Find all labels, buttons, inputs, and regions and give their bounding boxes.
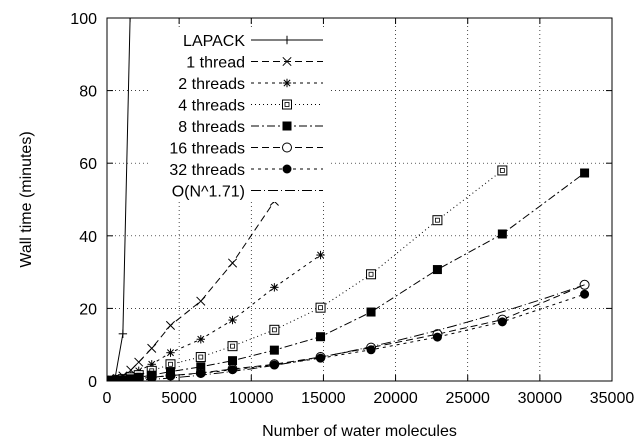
marker-circle-filled: [316, 353, 326, 363]
series-line: [107, 18, 131, 381]
legend: LAPACK 1 thread 2 threads 4 threads 8 thread…: [169, 33, 323, 201]
legend-label: 16 threads: [169, 141, 245, 158]
series-line: [112, 293, 585, 381]
plot-frame: [106, 17, 613, 382]
marker-square-open: [366, 269, 377, 280]
legend-background: [150, 28, 330, 202]
marker-circle-filled: [580, 289, 590, 299]
marker-square-open: [195, 352, 206, 363]
marker-square-open-inner: [435, 217, 440, 223]
x-tick-label: 10000: [229, 390, 274, 407]
marker-asterisk: [270, 283, 278, 291]
legend-label: O(N^1.71): [172, 184, 245, 201]
marker-square-open: [269, 324, 280, 335]
series-6: [107, 289, 590, 381]
marker-square-open: [497, 165, 508, 176]
marker-square-open-inner: [284, 102, 290, 107]
marker-square-filled: [228, 356, 238, 366]
y-axis-label: Wall time (minutes): [18, 131, 35, 267]
marker-square-filled: [432, 265, 442, 275]
legend-label: 1 thread: [186, 55, 245, 72]
y-tick-label: 60: [79, 156, 97, 173]
marker-square-open: [315, 302, 326, 313]
legend-label: 2 threads: [178, 76, 245, 93]
marker-square-open-inner: [318, 305, 323, 311]
legend-label: 8 threads: [178, 119, 245, 136]
marker-circle-filled: [134, 373, 144, 381]
marker-x: [147, 343, 157, 353]
marker-circle-filled: [497, 317, 507, 327]
y-tick-label: 80: [79, 84, 97, 101]
marker-square-filled: [269, 345, 279, 355]
marker-square-filled: [316, 332, 326, 342]
marker-asterisk: [317, 251, 325, 259]
marker-x: [165, 320, 176, 331]
ticks: 0 5000 10000 15000 20000 25000 30000 35000 0 20 40…: [70, 11, 634, 407]
series-line: [112, 284, 585, 381]
marker-circle-filled: [269, 360, 279, 370]
marker-x: [196, 296, 206, 306]
marker-square-open-inner: [230, 343, 235, 349]
marker-square-open: [432, 215, 443, 226]
y-tick-label: 40: [79, 229, 97, 246]
y-tick-label: 0: [88, 374, 97, 391]
marker-square-open-inner: [198, 354, 204, 360]
marker-circle-filled: [282, 164, 292, 174]
y-tick-label: 20: [79, 301, 97, 318]
x-tick-label: 0: [103, 390, 112, 407]
x-tick-label: 15000: [301, 390, 346, 407]
series-line: [112, 172, 585, 381]
marker-square-filled: [366, 307, 376, 317]
marker-circle-filled: [196, 368, 206, 378]
marker-circle-filled: [432, 332, 442, 342]
legend-label: 4 threads: [178, 98, 245, 115]
marker-x: [227, 258, 238, 268]
series-7: [112, 284, 585, 381]
marker-square-open-inner: [271, 327, 277, 333]
marker-circle-filled: [126, 375, 136, 381]
series-5: [107, 279, 590, 381]
axes: [106, 17, 613, 382]
marker-asterisk: [229, 316, 237, 324]
marker-asterisk: [166, 349, 174, 357]
x-tick-label: 30000: [518, 390, 563, 407]
y-tick-label: 100: [70, 11, 97, 28]
legend-label: 32 threads: [169, 162, 245, 179]
legend-label: LAPACK: [183, 33, 245, 50]
marker-square-filled: [196, 362, 206, 372]
series-group: [107, 18, 590, 381]
marker-x: [282, 56, 292, 67]
marker-asterisk: [283, 79, 291, 87]
marker-x: [134, 357, 144, 367]
x-tick-label: 35000: [590, 390, 635, 407]
marker-asterisk: [197, 335, 205, 343]
marker-square-open: [282, 99, 292, 110]
marker-square-filled: [580, 168, 590, 178]
x-tick-label: 20000: [373, 390, 418, 407]
marker-square-open-inner: [368, 271, 374, 277]
x-tick-label: 25000: [445, 390, 490, 407]
marker-circle-open: [282, 142, 292, 153]
x-axis-label: Number of water molecules: [262, 423, 457, 440]
marker-square-open: [227, 341, 238, 352]
marker-square-open-inner: [499, 168, 505, 173]
marker-circle-filled: [228, 365, 238, 375]
marker-circle-filled: [118, 375, 128, 381]
marker-square-filled: [497, 229, 507, 239]
series-line: [112, 284, 585, 381]
marker-square-open-inner: [168, 361, 173, 367]
x-tick-label: 5000: [161, 390, 197, 407]
series-0: [107, 18, 135, 381]
marker-square-filled: [282, 121, 292, 131]
